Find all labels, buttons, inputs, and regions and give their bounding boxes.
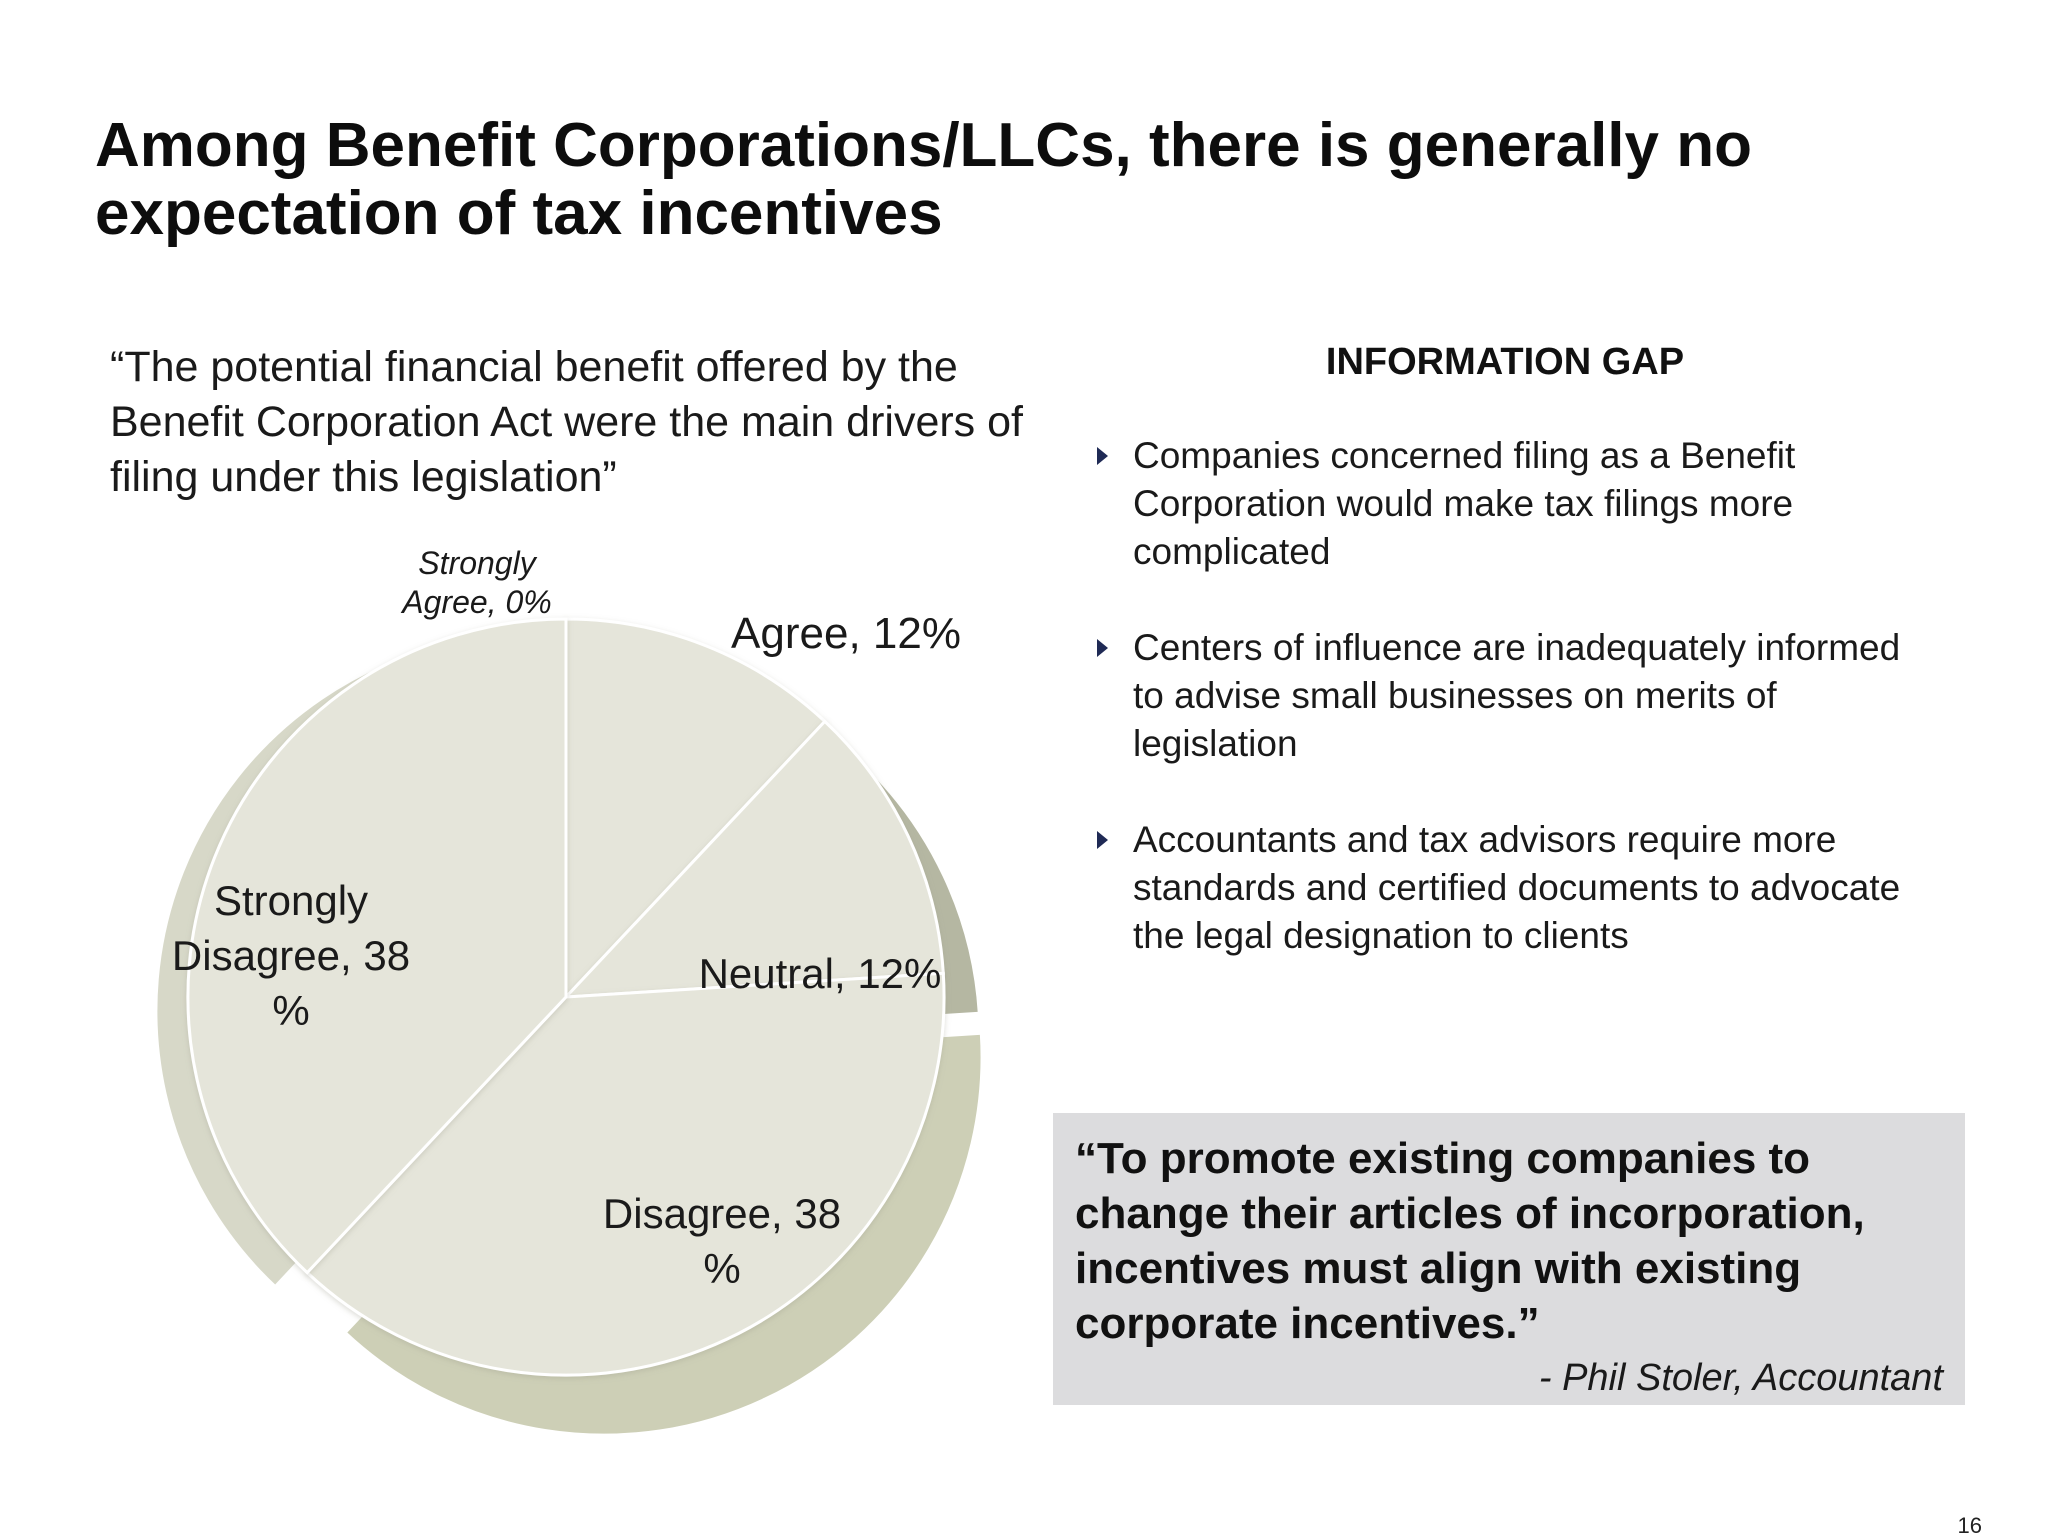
information-gap-heading: INFORMATION GAP bbox=[1325, 341, 1685, 383]
label-disagree: Disagree, 38 bbox=[603, 1190, 841, 1237]
gap-item-text: Centers of influence are inadequately in… bbox=[1133, 627, 1901, 764]
title-line-2: expectation of tax incentives bbox=[95, 179, 943, 248]
accountant-quote-box: “To promote existing companies to change… bbox=[1053, 1113, 1965, 1405]
gap-item-tax-filings: Companies concerned filing as a Benefit … bbox=[1095, 432, 1915, 576]
label-strongly-agree: Agree, 0% bbox=[400, 584, 551, 620]
gap-item-text: Companies concerned filing as a Benefit … bbox=[1133, 435, 1796, 572]
label-neutral: Neutral, 12% bbox=[699, 950, 942, 997]
triangle-bullet-icon bbox=[1097, 639, 1108, 657]
label-disagree: % bbox=[703, 1245, 740, 1292]
pie-slice-neutral bbox=[562, 719, 945, 999]
gap-item-accountants: Accountants and tax advisors require mor… bbox=[1095, 816, 1915, 960]
quote-attribution: - Phil Stoler, Accountant bbox=[1538, 1357, 1943, 1399]
triangle-bullet-icon bbox=[1097, 447, 1108, 465]
survey-statement: “The potential financial benefit offered… bbox=[110, 343, 1023, 501]
information-gap-list: Companies concerned filing as a Benefit … bbox=[1095, 432, 1915, 1008]
gap-item-text: Accountants and tax advisors require mor… bbox=[1133, 819, 1901, 956]
pie-slice-strongly-disagree bbox=[186, 617, 568, 1275]
gap-item-centers-of-influence: Centers of influence are inadequately in… bbox=[1095, 624, 1915, 768]
accountant-quote-text: “To promote existing companies to change… bbox=[1075, 1134, 1865, 1348]
pie-slice-agree bbox=[564, 617, 827, 1001]
label-strongly-disagree: % bbox=[272, 987, 309, 1034]
label-strongly-agree: Strongly bbox=[418, 545, 537, 581]
label-strongly-disagree: Disagree, 38 bbox=[172, 932, 410, 979]
slide-title: Among Benefit Corporations/LLCs, there i… bbox=[95, 112, 1995, 248]
label-strongly-disagree: Strongly bbox=[214, 877, 368, 924]
triangle-bullet-icon bbox=[1097, 831, 1108, 849]
label-agree: Agree, 12% bbox=[731, 609, 961, 658]
title-line-1: Among Benefit Corporations/LLCs, there i… bbox=[95, 111, 1752, 180]
pie-slice-disagree bbox=[305, 971, 946, 1377]
page-number: 16 bbox=[1957, 1513, 1982, 1538]
